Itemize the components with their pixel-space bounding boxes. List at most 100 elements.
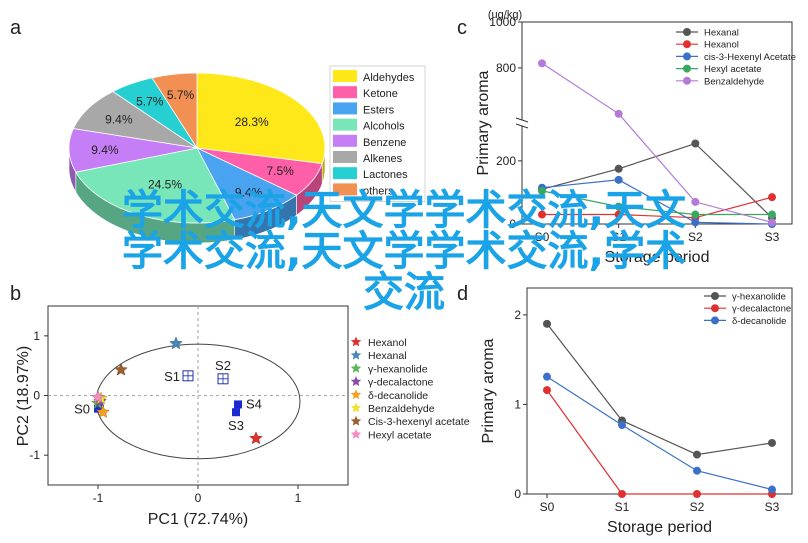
x-tick-label: S1 [615,500,630,514]
data-point [538,210,546,219]
data-point [543,372,551,381]
sample-label-s4: S4 [246,396,262,411]
series-line-4 [541,62,773,223]
pie-slice-aldehydes [196,72,326,165]
x-tick-label: S3 [765,230,780,244]
data-point [614,175,623,184]
legend-marker-1 [711,304,719,313]
data-point [691,197,700,206]
pie-data-label: 5.7% [167,88,195,102]
pie-data-label: 28.3% [235,115,269,129]
series-line-1 [542,196,773,219]
series-line-0 [546,323,773,456]
data-point [543,319,551,328]
legend-star-2 [350,362,362,373]
legend-star-3 [350,376,362,386]
legend-swatch-lactones [333,167,357,180]
pie-slice-others [151,72,198,150]
pie-data-label: 9.4% [105,112,133,126]
legend-label: Alcohols [363,121,405,133]
pie-slice-alcohols [75,147,236,224]
data-point [614,210,623,219]
pie-data-label: 7.5% [267,164,295,178]
legend-label: γ-hexanolide [368,363,428,375]
legend-marker-0 [711,292,719,300]
y-tick-label: 0 [514,487,521,501]
legend-star-7 [350,428,362,439]
series-line-2 [546,376,773,491]
legend-swatch-others [333,183,357,196]
x-tick-label: S0 [540,500,555,514]
y-tick-label: 1000 [489,15,516,29]
data-point [693,490,701,498]
legend-label: Benzene [363,137,406,149]
data-point [614,109,623,118]
data-point [618,421,626,430]
legend-swatch-alkenes [333,151,357,163]
pie-data-label: 24.5% [148,178,182,192]
x-tick-label: 1 [295,491,302,505]
data-point [768,485,776,494]
axis-break-mark [515,117,529,123]
x-tick-label: S0 [535,230,550,244]
s2-marker-cross [218,373,228,384]
data-point [768,193,776,202]
y-axis-title: Primary aroma [475,70,492,175]
legend-star-4 [350,389,362,400]
legend-swatch-ketone [333,86,357,99]
data-point [768,210,776,219]
data-point [768,218,776,227]
s3-marker [232,408,240,417]
legend-label: Lactones [363,169,408,181]
legend-label: others [363,185,394,197]
x-axis-title: Storage period [607,519,712,536]
y-tick-label: 0 [509,217,516,231]
legend-star-6 [350,415,362,426]
legend-label: Hexanol [704,40,739,51]
legend-label: δ-decanolide [368,390,428,402]
legend-swatch-alcohols [333,118,357,131]
data-point [693,450,701,459]
y-unit-label: (ug/kg) [488,9,522,21]
legend-marker-0 [683,28,691,36]
legend-swatch-aldehydes [333,70,357,82]
loading-star-1 [169,336,183,350]
pie-slice-benzene [68,128,198,173]
x-tick-label: S2 [688,230,703,244]
legend-label: δ-decanolide [732,316,786,327]
x-tick-label: S2 [690,500,705,514]
pca-chart-b: -1 0 1 -1 0 1 PC1 (72.74%) PC2 (18.97%) S0 S1 S2 S3… [15,305,470,528]
pie-data-label: 9.4% [91,143,119,157]
legend-marker-1 [683,40,691,49]
panel-label-a: a [10,17,22,39]
data-point [691,139,700,148]
s4-marker [234,400,242,409]
legend-label: Hexyl acetate [704,64,762,75]
series-line-2 [541,179,773,225]
legend-label: Hexyl acetate [368,429,432,441]
legend-swatch-esters [333,102,357,115]
data-point [538,59,546,68]
legend-label: γ-decalactone [368,377,434,389]
legend-label: Hexanal [704,28,739,39]
data-point [543,386,551,395]
loading-star-0 [249,431,263,445]
legend-label: Hexanal [368,350,407,362]
panel-label-b: b [10,283,21,305]
pie-slice-esters [196,147,298,221]
y-tick-label: 0 [33,389,40,403]
legend-label: γ-decalactone [732,304,791,315]
sample-label-s2: S2 [215,358,231,373]
sample-label-s0: S0 [74,402,90,417]
data-point [614,202,623,211]
legend-swatch-benzene [333,134,357,147]
s0-marker [94,404,102,413]
y-tick-label: 1 [33,329,40,343]
series-line-3 [541,190,772,216]
legend-label: Benzaldehyde [704,76,764,87]
loading-star-6 [114,362,128,376]
legend-star-5 [350,402,362,413]
data-point [691,210,700,219]
legend-label: γ-hexanolide [732,292,786,303]
